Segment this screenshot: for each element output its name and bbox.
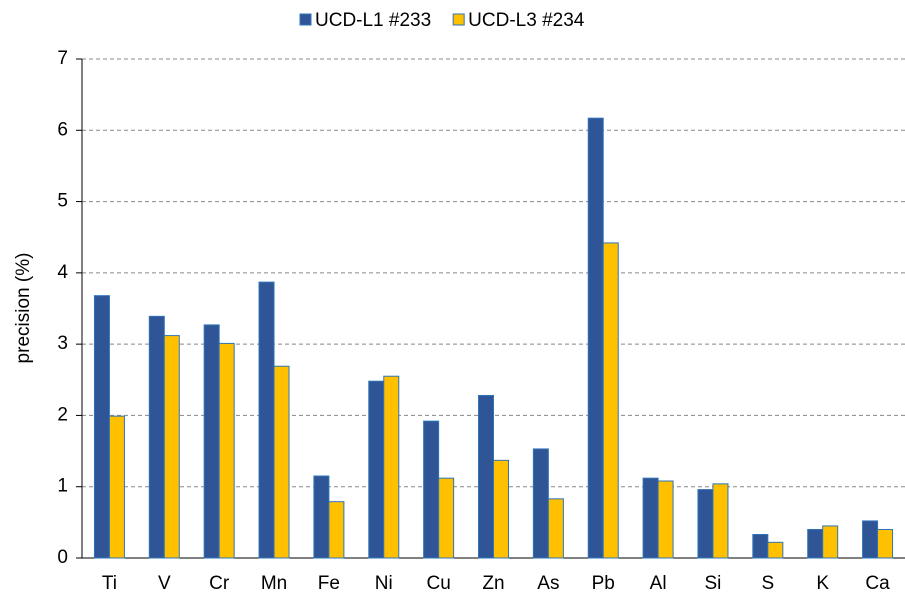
y-axis-label: precision (%) [13, 253, 34, 364]
bar [767, 541, 784, 559]
bar [108, 415, 125, 559]
y-tick-label: 2 [57, 404, 68, 425]
y-tick-label: 3 [57, 333, 68, 354]
bar [93, 295, 110, 559]
bar [163, 335, 180, 559]
bar [697, 489, 714, 559]
x-tick-label: V [158, 573, 171, 594]
bar [862, 520, 879, 559]
x-tick-label: Cr [209, 573, 230, 594]
bar [478, 394, 494, 559]
x-tick-label: Si [705, 573, 722, 594]
y-tick-label: 0 [57, 547, 68, 568]
bar [547, 498, 564, 559]
y-tick-label: 7 [57, 48, 68, 69]
bar [328, 501, 345, 559]
bar [602, 242, 619, 559]
x-tick-label: S [761, 573, 774, 594]
bar [877, 528, 894, 559]
x-tick-label: Fe [318, 573, 340, 594]
bar [423, 420, 440, 559]
bar [313, 475, 330, 559]
bar [383, 375, 400, 559]
y-tick-label: 6 [57, 119, 68, 140]
bar [148, 315, 165, 559]
bar [807, 528, 824, 559]
bar [493, 459, 509, 559]
x-tick-label: Pb [592, 573, 615, 594]
bar [752, 533, 769, 559]
legend-label: UCD-L3 #234 [468, 10, 585, 31]
bar [368, 380, 385, 559]
bar [218, 342, 235, 559]
x-tick-label: Mn [261, 573, 287, 594]
bar [438, 477, 455, 559]
legend-swatch [452, 13, 465, 26]
x-tick-label: Ca [865, 573, 890, 594]
bar [273, 365, 290, 559]
legend-swatch [299, 13, 312, 26]
x-tick-label: Cu [426, 573, 450, 594]
bar [642, 477, 659, 559]
bar [203, 324, 220, 559]
x-tick-label: Al [650, 573, 667, 594]
bar [532, 448, 549, 559]
x-tick-label: K [816, 573, 829, 594]
y-tick-label: 1 [57, 476, 68, 497]
x-tick-label: As [537, 573, 559, 594]
x-tick-label: Ti [102, 573, 117, 594]
bar [657, 480, 674, 559]
x-tick-label: Ni [375, 573, 393, 594]
legend-label: UCD-L1 #233 [315, 10, 431, 31]
bar [712, 483, 729, 559]
bar [822, 525, 839, 559]
bar [587, 117, 604, 559]
y-tick-label: 4 [57, 262, 68, 283]
x-tick-label: Zn [482, 573, 504, 594]
y-tick-label: 5 [57, 191, 68, 212]
bar [258, 281, 275, 559]
